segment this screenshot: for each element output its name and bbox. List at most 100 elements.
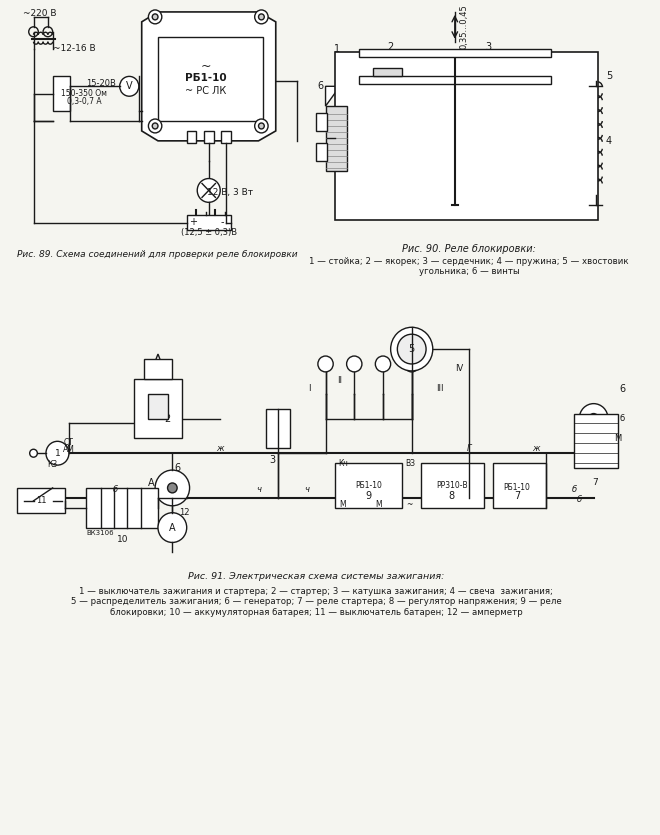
- Bar: [316, 143, 327, 160]
- Text: РБ1-10: РБ1-10: [355, 482, 382, 490]
- Text: РБ1-10: РБ1-10: [504, 483, 531, 493]
- Bar: [53, 76, 70, 111]
- Text: 150-350 Ом: 150-350 Ом: [61, 89, 108, 98]
- Text: К3: К3: [48, 459, 58, 468]
- Bar: [148, 394, 168, 418]
- Text: СТ: СТ: [64, 438, 74, 447]
- Text: 6: 6: [317, 81, 323, 91]
- Bar: [134, 379, 182, 438]
- Text: 2: 2: [164, 413, 171, 423]
- Text: ж: ж: [533, 443, 540, 453]
- Text: 5: 5: [409, 344, 415, 354]
- Bar: [204, 131, 214, 143]
- Bar: [359, 76, 550, 84]
- Circle shape: [346, 356, 362, 372]
- Text: 12: 12: [180, 509, 190, 517]
- Circle shape: [259, 14, 264, 20]
- Text: ВК3106: ВК3106: [86, 529, 114, 535]
- Text: 11: 11: [36, 496, 46, 505]
- Text: ~12-16 В: ~12-16 В: [53, 44, 95, 53]
- Bar: [86, 488, 158, 528]
- Circle shape: [155, 470, 189, 506]
- Polygon shape: [148, 354, 168, 379]
- Text: Рис. 89. Схема соединений для проверки реле блокировки: Рис. 89. Схема соединений для проверки р…: [17, 250, 298, 259]
- Text: 5: 5: [606, 71, 612, 81]
- Text: 0,35...0,45: 0,35...0,45: [459, 4, 469, 49]
- Text: РР310-В: РР310-В: [436, 482, 468, 490]
- Bar: [335, 52, 599, 220]
- Bar: [17, 488, 65, 513]
- Bar: [335, 463, 402, 508]
- Circle shape: [259, 123, 264, 129]
- Text: ~ РС ЛК: ~ РС ЛК: [185, 86, 226, 96]
- Bar: [187, 215, 231, 230]
- Text: М: М: [375, 500, 381, 509]
- Circle shape: [168, 483, 177, 493]
- Text: М: М: [614, 434, 621, 443]
- Circle shape: [391, 327, 433, 371]
- Circle shape: [158, 513, 187, 543]
- Text: 1: 1: [55, 448, 60, 458]
- Text: 9: 9: [366, 491, 372, 501]
- Text: 12 В, 3 Вт: 12 В, 3 Вт: [207, 188, 253, 197]
- Bar: [316, 113, 327, 131]
- Circle shape: [148, 10, 162, 24]
- Text: ~: ~: [201, 60, 211, 73]
- Circle shape: [152, 123, 158, 129]
- Text: 7: 7: [514, 491, 520, 501]
- Text: I: I: [308, 384, 310, 393]
- Circle shape: [589, 413, 599, 423]
- Text: А: А: [169, 523, 176, 533]
- Text: Рис. 90. Реле блокировки:: Рис. 90. Реле блокировки:: [402, 244, 536, 254]
- Bar: [421, 463, 484, 508]
- Text: IV: IV: [455, 364, 463, 373]
- Text: (12,5 ± 0,3)В: (12,5 ± 0,3)В: [181, 228, 237, 236]
- Circle shape: [255, 119, 268, 133]
- Bar: [221, 131, 231, 143]
- Text: -: -: [220, 217, 224, 227]
- Text: 6: 6: [619, 384, 626, 394]
- Text: ж: ж: [216, 443, 224, 453]
- Text: АМ: АМ: [63, 445, 75, 453]
- Text: 6: 6: [174, 463, 180, 473]
- Text: б: б: [112, 485, 117, 494]
- Circle shape: [397, 334, 426, 364]
- Circle shape: [152, 14, 158, 20]
- Circle shape: [255, 10, 268, 24]
- Text: 1 — выключатель зажигания и стартера; 2 — стартер; 3 — катушка зажигания; 4 — св: 1 — выключатель зажигания и стартера; 2 …: [71, 587, 562, 617]
- Text: 0,3-0,7 А: 0,3-0,7 А: [67, 97, 102, 106]
- Circle shape: [579, 403, 608, 433]
- Text: 4: 4: [606, 136, 612, 146]
- Text: 2: 2: [387, 42, 394, 52]
- Text: 1 — стойка; 2 — якорек; 3 — сердечник; 4 — пружина; 5 — хвостовик
угольника; 6 —: 1 — стойка; 2 — якорек; 3 — сердечник; 4…: [310, 257, 629, 276]
- Text: II: II: [337, 377, 343, 385]
- Text: ч: ч: [256, 485, 261, 494]
- Text: 1: 1: [334, 43, 340, 53]
- Text: 3: 3: [485, 42, 492, 52]
- Text: 8: 8: [449, 491, 455, 501]
- Text: А: А: [148, 478, 154, 488]
- Circle shape: [376, 356, 391, 372]
- Text: б: б: [620, 414, 625, 423]
- Polygon shape: [325, 86, 340, 106]
- Bar: [374, 68, 402, 76]
- Text: +: +: [189, 217, 197, 227]
- Text: 7: 7: [593, 478, 599, 488]
- Circle shape: [119, 76, 139, 96]
- Text: ~220 В: ~220 В: [24, 9, 57, 18]
- Text: б: б: [577, 495, 582, 504]
- Text: 10: 10: [117, 535, 128, 544]
- Text: Кч: Кч: [338, 458, 348, 468]
- Circle shape: [404, 356, 419, 372]
- Bar: [144, 359, 172, 379]
- Text: б: б: [572, 485, 577, 494]
- Polygon shape: [142, 12, 276, 141]
- Bar: [574, 413, 618, 468]
- Text: 15-20В: 15-20В: [86, 78, 115, 88]
- Circle shape: [30, 449, 38, 458]
- Bar: [359, 48, 550, 57]
- Circle shape: [148, 119, 162, 133]
- Text: V: V: [126, 81, 133, 91]
- Text: ВЗ: ВЗ: [405, 458, 414, 468]
- Circle shape: [318, 356, 333, 372]
